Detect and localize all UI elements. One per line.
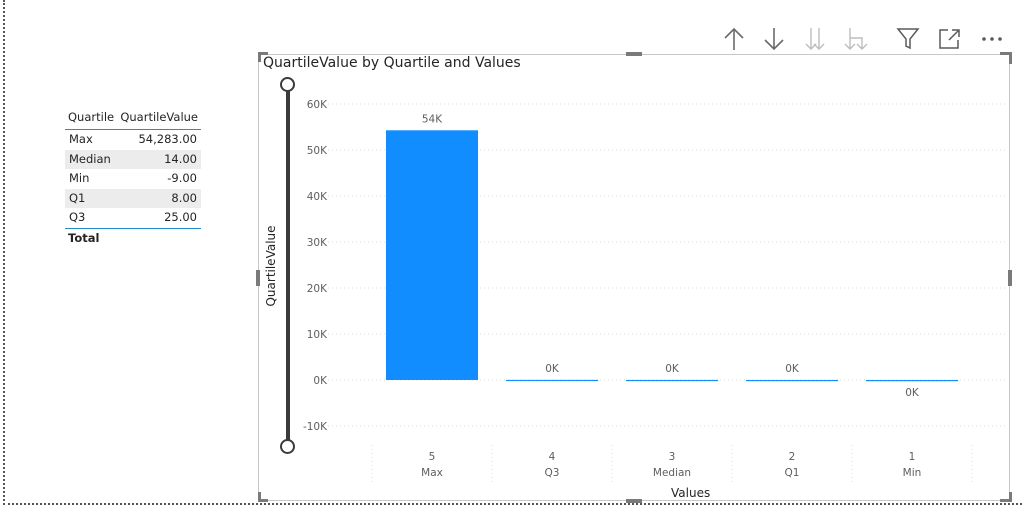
resize-handle-bl[interactable] [258, 499, 268, 502]
table-total-label: Total [68, 230, 100, 245]
column-header-quartile-value[interactable]: QuartileValue [120, 110, 198, 124]
cell-quartile: Q3 [69, 210, 86, 224]
zoom-slider-track[interactable] [286, 83, 290, 447]
bar-data-label: 0K [665, 363, 680, 375]
cell-quartile-value: -9.00 [167, 171, 197, 185]
x-tick-label-value: 3 [669, 451, 676, 463]
resize-handle-tl-v[interactable] [258, 52, 261, 62]
resize-handle-right[interactable] [1008, 270, 1012, 286]
resize-handle-top[interactable] [626, 52, 642, 56]
bar-data-label: 0K [545, 363, 560, 375]
table-row[interactable]: Median 14.00 [65, 149, 201, 169]
bar-data-label: 0K [905, 387, 920, 399]
x-tick-label-quartile: Min [903, 467, 922, 479]
y-tick-label: 60K [307, 99, 328, 111]
zoom-slider-bottom-handle[interactable] [280, 439, 295, 454]
x-tick-label-quartile: Q3 [545, 467, 560, 479]
bar-data-label: 0K [785, 363, 800, 375]
resize-handle-tl[interactable] [258, 52, 268, 55]
x-tick-label-value: 2 [789, 451, 796, 463]
resize-handle-bl-v[interactable] [258, 492, 261, 502]
y-tick-label: 30K [307, 237, 328, 249]
cell-quartile: Median [69, 151, 111, 166]
x-tick-label-quartile: Max [421, 467, 443, 479]
expand-next-level-icon[interactable] [840, 24, 872, 54]
filter-icon[interactable] [892, 24, 924, 54]
focus-mode-icon[interactable] [934, 24, 966, 54]
quartile-table[interactable]: Quartile QuartileValue Max 54,283.00 Media… [65, 108, 201, 247]
column-header-quartile[interactable]: Quartile [68, 110, 115, 124]
resize-handle-tr-v[interactable] [1009, 52, 1012, 64]
y-tick-label: 50K [307, 145, 328, 157]
table-row[interactable]: Max 54,283.00 [65, 130, 201, 150]
cell-quartile: Max [69, 132, 93, 146]
resize-handle-bottom[interactable] [626, 499, 642, 503]
y-tick-label: 10K [307, 329, 328, 341]
x-tick-label-quartile: Median [653, 467, 691, 479]
chart-title: QuartileValue by Quartile and Values [263, 55, 521, 71]
cell-quartile-value: 25.00 [164, 210, 197, 224]
bar[interactable] [746, 379, 838, 382]
bar[interactable] [506, 379, 598, 382]
resize-handle-br-v[interactable] [1009, 492, 1012, 502]
bar[interactable] [626, 379, 718, 382]
bar[interactable] [386, 130, 478, 380]
cell-quartile-value: 14.00 [164, 151, 197, 166]
drill-up-icon[interactable] [718, 24, 750, 54]
y-tick-label: 0K [313, 375, 328, 387]
table-body: Max 54,283.00 Median 14.00 Min -9.00 Q1 8.00 Q3 2… [65, 130, 201, 229]
x-tick-label-value: 1 [909, 451, 916, 463]
table-row[interactable]: Q1 8.00 [65, 188, 201, 208]
cell-quartile: Min [69, 171, 90, 185]
y-tick-label: -10K [303, 421, 328, 433]
x-tick-label-quartile: Q1 [785, 467, 800, 479]
cell-quartile-value: 54,283.00 [138, 132, 197, 146]
table-header: Quartile QuartileValue [65, 108, 201, 130]
more-options-icon[interactable] [976, 24, 1008, 54]
canvas-border-bottom [3, 503, 1022, 505]
cell-quartile: Q1 [69, 190, 86, 205]
x-axis-title: Values [671, 486, 711, 500]
resize-handle-br[interactable] [1000, 499, 1012, 502]
bar-data-label: 54K [422, 113, 443, 125]
bar[interactable] [866, 380, 958, 382]
y-tick-label: 20K [307, 283, 328, 295]
expand-all-down-icon[interactable] [799, 24, 831, 54]
zoom-slider-top-handle[interactable] [280, 77, 295, 92]
x-tick-label-value: 4 [549, 451, 556, 463]
cell-quartile-value: 8.00 [171, 190, 197, 205]
resize-handle-tr[interactable] [1000, 52, 1012, 55]
table-row[interactable]: Q3 25.00 [65, 208, 201, 228]
canvas-border-left [3, 0, 5, 505]
x-tick-label-value: 5 [429, 451, 436, 463]
y-tick-label: 40K [307, 191, 328, 203]
resize-handle-left[interactable] [256, 270, 260, 286]
table-row[interactable]: Min -9.00 [65, 169, 201, 189]
drill-down-icon[interactable] [758, 24, 790, 54]
